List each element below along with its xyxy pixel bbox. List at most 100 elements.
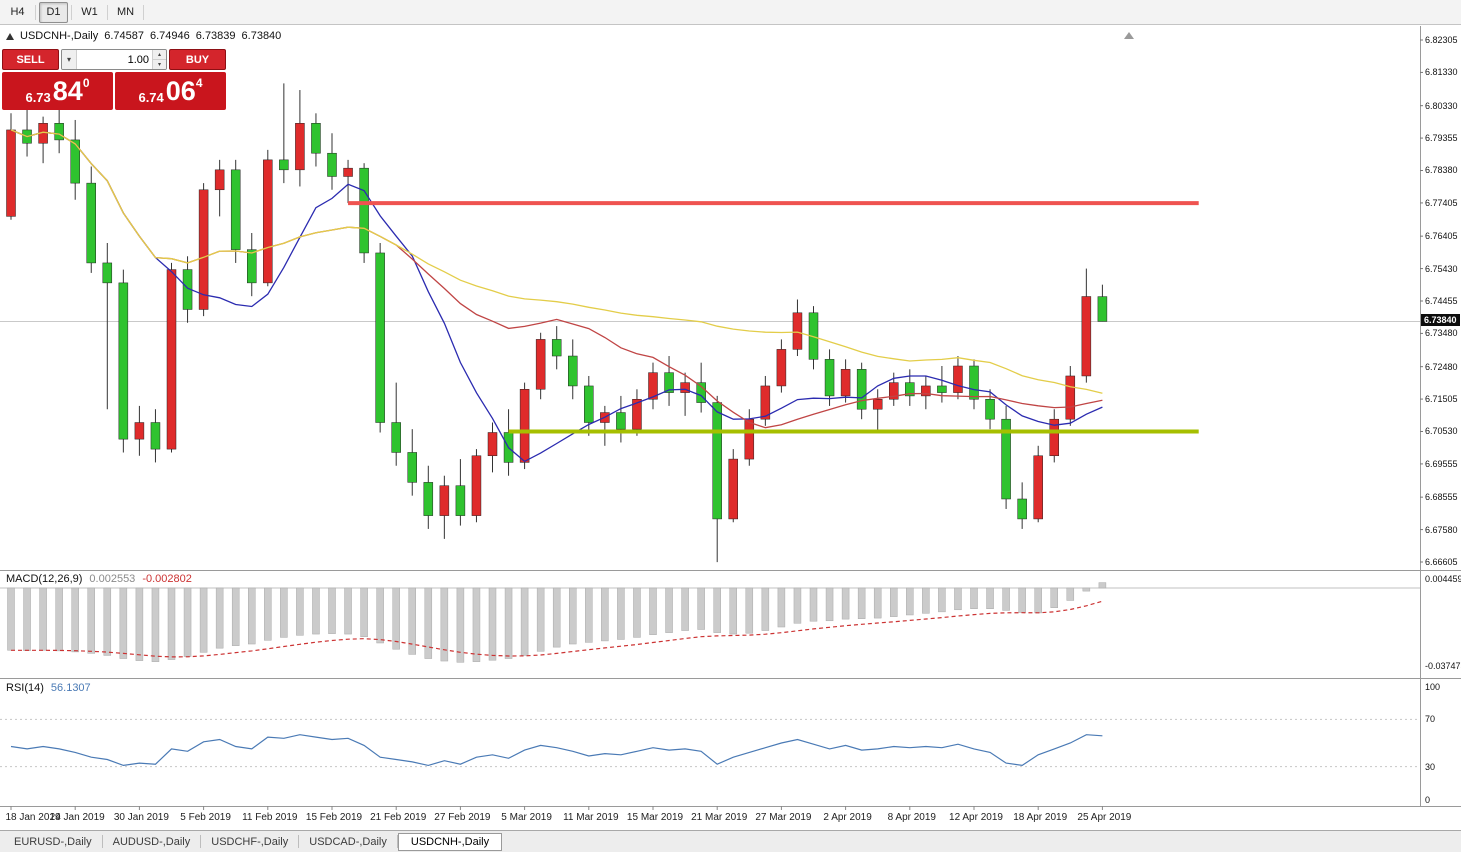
candle-body[interactable]: [198, 189, 209, 310]
candle-body[interactable]: [953, 365, 963, 393]
volume-dropdown-arrow-icon[interactable]: ▾: [62, 50, 77, 69]
candle-body[interactable]: [1049, 418, 1059, 457]
candle-body[interactable]: [166, 269, 177, 450]
date-label: 25 Apr 2019: [1077, 812, 1132, 823]
candle-body[interactable]: [455, 485, 466, 516]
candle-body[interactable]: [487, 432, 498, 457]
candle-body[interactable]: [423, 482, 434, 516]
candle-body[interactable]: [584, 385, 594, 423]
candle-body[interactable]: [921, 385, 931, 397]
spinner-up-icon[interactable]: ▴: [153, 50, 166, 59]
candle-body[interactable]: [937, 385, 947, 393]
candle-body[interactable]: [1065, 375, 1076, 420]
date-label: 5 Mar 2019: [501, 812, 552, 823]
buy-button[interactable]: BUY: [169, 49, 226, 70]
candle-body[interactable]: [407, 452, 417, 483]
candle-body[interactable]: [969, 365, 979, 400]
buy-price-panel[interactable]: 6.74 06 4: [115, 72, 226, 110]
candle-body[interactable]: [311, 123, 321, 154]
sell-price-panel[interactable]: 6.73 84 0: [2, 72, 113, 110]
candle-body[interactable]: [712, 402, 722, 520]
candle-body[interactable]: [616, 412, 626, 430]
sell-price-point: 0: [82, 76, 90, 90]
date-label: 30 Jan 2019: [113, 812, 169, 823]
rsi-header: RSI(14) 56.1307: [6, 682, 91, 694]
candle-body[interactable]: [439, 485, 450, 516]
tab-eurusd-daily[interactable]: EURUSD-,Daily: [14, 835, 92, 848]
candle-body[interactable]: [568, 355, 578, 387]
timeframe-button-mn[interactable]: MN: [116, 6, 135, 18]
candle-body[interactable]: [134, 422, 145, 440]
candle-body[interactable]: [680, 382, 690, 393]
candle-body[interactable]: [632, 398, 642, 430]
candle-body[interactable]: [905, 382, 915, 397]
candle-body[interactable]: [1001, 418, 1011, 500]
candle-body[interactable]: [279, 159, 289, 171]
candle-body[interactable]: [150, 422, 161, 450]
rsi-axis-label: 30: [1425, 761, 1436, 772]
volume-control[interactable]: ▾ ▴▾: [61, 49, 167, 70]
candle-body[interactable]: [102, 262, 113, 284]
candle-body[interactable]: [295, 123, 305, 171]
candle-body[interactable]: [872, 398, 883, 410]
candle-body[interactable]: [230, 169, 241, 250]
candle-body[interactable]: [54, 123, 64, 141]
candle-body[interactable]: [263, 159, 273, 284]
candle-body[interactable]: [728, 458, 738, 520]
candle-body[interactable]: [889, 382, 899, 400]
candle-body[interactable]: [840, 369, 851, 397]
spinner-down-icon[interactable]: ▾: [153, 59, 166, 69]
tab-usdcad-daily[interactable]: USDCAD-,Daily: [309, 835, 387, 848]
candle-body[interactable]: [985, 398, 995, 420]
volume-input[interactable]: [77, 50, 152, 69]
candle-body[interactable]: [776, 349, 787, 387]
ma-50-line[interactable]: [10, 129, 1103, 394]
candle-body[interactable]: [471, 455, 482, 516]
candle-body[interactable]: [327, 152, 337, 177]
candle-body[interactable]: [648, 372, 658, 400]
macd-label: MACD(12,26,9): [6, 573, 83, 585]
candle-body[interactable]: [551, 339, 562, 357]
tab-usdcnh-daily[interactable]: USDCNH-,Daily: [397, 832, 503, 851]
macd-bar: [857, 587, 866, 619]
date-label: 27 Feb 2019: [434, 812, 491, 823]
candle-body[interactable]: [70, 139, 80, 184]
tab-audusd-daily[interactable]: AUDUSD-,Daily: [112, 835, 191, 848]
price-axis-label: 6.82305: [1425, 35, 1458, 45]
price-axis-label: 6.81330: [1425, 67, 1458, 78]
candle-body[interactable]: [1033, 455, 1043, 520]
candle-body[interactable]: [1081, 296, 1092, 377]
candle-body[interactable]: [535, 339, 546, 390]
tab-usdchf-daily[interactable]: USDCHF-,Daily: [211, 835, 289, 848]
candle-body[interactable]: [375, 252, 385, 423]
candle-body[interactable]: [792, 312, 803, 350]
candle-body[interactable]: [343, 167, 353, 177]
candle-body[interactable]: [664, 372, 674, 393]
candle-body[interactable]: [856, 369, 867, 410]
sell-button[interactable]: SELL: [2, 49, 59, 70]
macd-bar: [1050, 587, 1058, 608]
chart-canvas[interactable]: [0, 26, 1461, 830]
timeframe-button-h4[interactable]: H4: [10, 6, 25, 18]
ohlc-open: 6.74587: [104, 30, 144, 42]
timeframe-button-d1[interactable]: D1: [39, 1, 68, 23]
candle-body[interactable]: [214, 169, 225, 191]
candle-body[interactable]: [519, 389, 530, 463]
chart-ohlc-header: USDCNH-,Daily 6.74587 6.74946 6.73839 6.…: [6, 30, 281, 42]
candle-body[interactable]: [1017, 498, 1027, 520]
chart-shift-marker[interactable]: [1124, 32, 1134, 39]
candle-body[interactable]: [1097, 296, 1108, 322]
volume-spinner[interactable]: ▴ ▾: [152, 50, 166, 69]
candle-body[interactable]: [760, 385, 771, 420]
candle-body[interactable]: [824, 359, 835, 397]
ma-10-line[interactable]: [10, 129, 1103, 463]
ohlc-low: 6.73839: [195, 30, 236, 42]
candle-body[interactable]: [247, 249, 257, 284]
candle-body[interactable]: [118, 282, 129, 440]
candle-body[interactable]: [86, 182, 96, 264]
candlestick-series[interactable]: [6, 83, 1108, 563]
timeframe-button-w1[interactable]: W1: [81, 6, 98, 18]
candle-body[interactable]: [391, 422, 401, 453]
candle-body[interactable]: [696, 382, 706, 403]
candle-body[interactable]: [359, 167, 369, 254]
